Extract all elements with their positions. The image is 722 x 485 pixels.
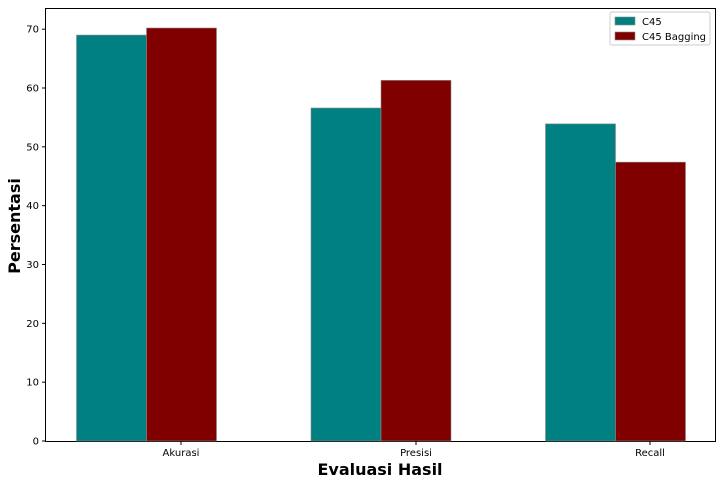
bar-c45-bagging-recall: [615, 161, 686, 442]
x-tick-label: Akurasi: [163, 448, 200, 459]
x-axis-title: Evaluasi Hasil: [317, 460, 442, 479]
bar-c45-recall: [545, 123, 616, 442]
bar-c45-akurasi: [76, 34, 147, 442]
legend-label: C45 Bagging: [642, 32, 706, 43]
y-tick-label: 30: [26, 260, 39, 271]
legend-label: C45: [642, 17, 662, 28]
legend-swatch: [614, 16, 636, 26]
y-tick-label: 70: [26, 25, 39, 36]
bars-layer: [76, 27, 686, 442]
x-tick-label: Presisi: [400, 448, 432, 459]
x-tick-label: Recall: [635, 448, 665, 459]
y-tick-label: 60: [26, 84, 39, 95]
y-axis: 0 10 20 30 40 50 60 70: [26, 25, 46, 448]
y-tick-label: 0: [33, 437, 39, 448]
legend: C45 C45 Bagging: [609, 11, 711, 46]
y-tick-label: 40: [26, 201, 39, 212]
y-axis-title: Persentasi: [5, 178, 24, 274]
x-axis: Akurasi Presisi Recall: [163, 441, 665, 459]
bar-c45-bagging-akurasi: [146, 27, 217, 442]
bar-c45-presisi: [310, 107, 382, 442]
y-tick-label: 10: [26, 378, 39, 389]
legend-swatch: [614, 31, 636, 41]
bar-c45-bagging-presisi: [380, 80, 452, 442]
y-tick-label: 20: [26, 319, 39, 330]
y-tick-label: 50: [26, 142, 39, 153]
